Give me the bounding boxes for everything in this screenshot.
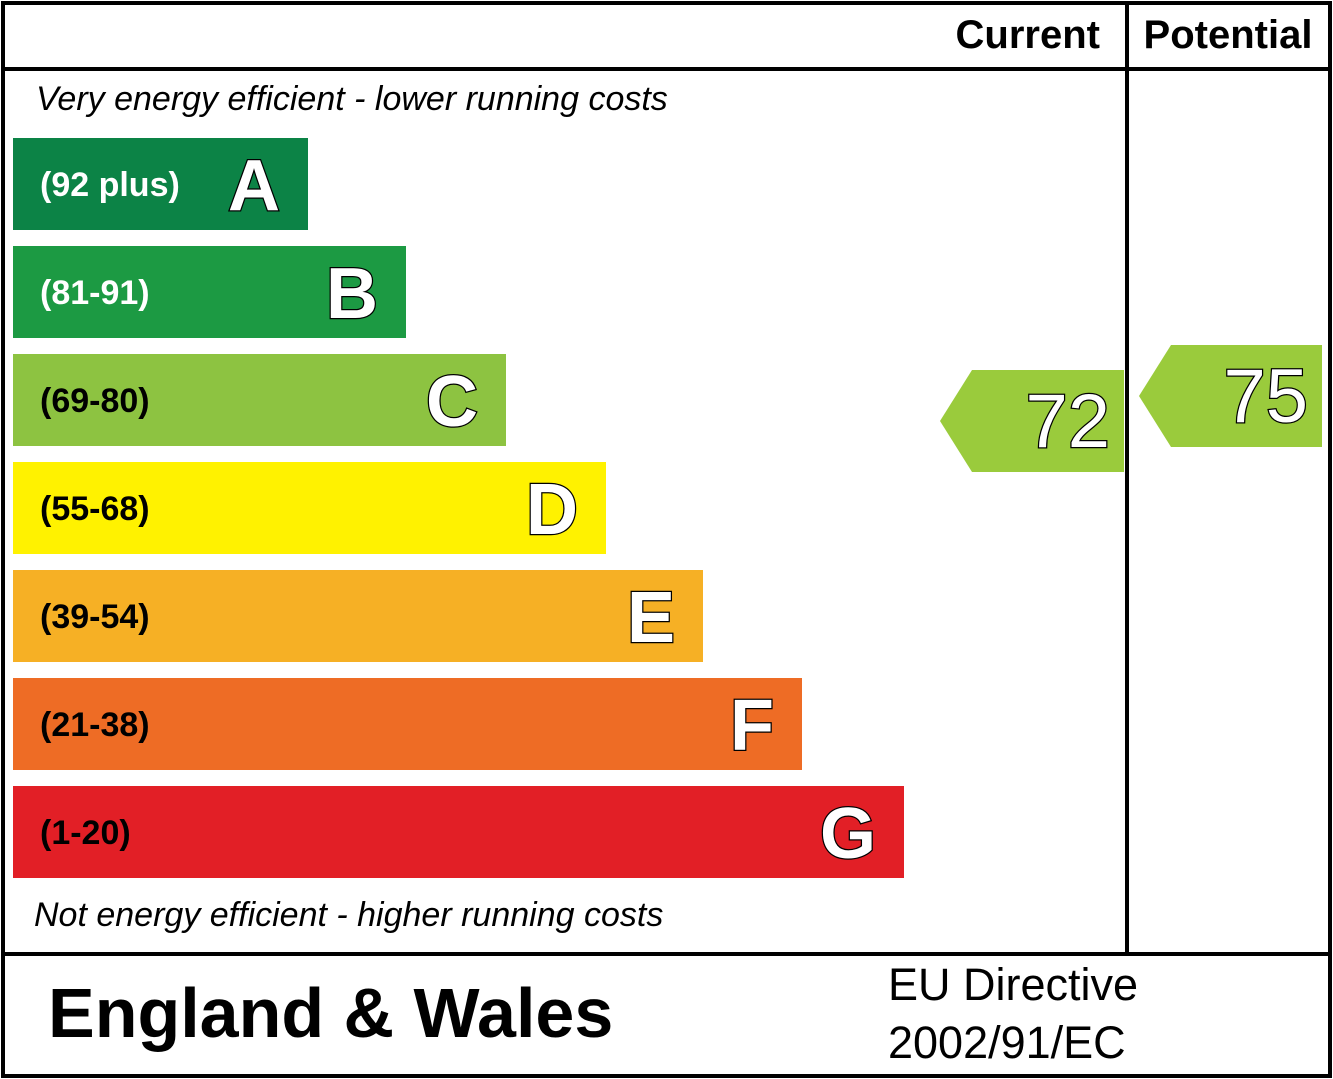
band-range-f: (21-38) (40, 706, 150, 744)
potential-rating-value: 75 (1223, 354, 1308, 439)
band-letter-d: D (526, 470, 578, 550)
potential-column-header: Potential (1144, 13, 1313, 57)
current-rating-arrow (940, 370, 1124, 472)
directive-line-2: 2002/91/EC (888, 1017, 1126, 1068)
band-range-g: (1-20) (40, 814, 131, 852)
band-bar-e (13, 570, 703, 662)
band-letter-a: A (228, 146, 280, 226)
top-efficiency-note: Very energy efficient - lower running co… (36, 80, 668, 118)
band-range-d: (55-68) (40, 490, 150, 528)
band-range-e: (39-54) (40, 598, 150, 636)
band-bar-b (13, 246, 406, 338)
directive-line-1: EU Directive (888, 959, 1138, 1010)
band-letter-b: B (326, 254, 378, 334)
bottom-efficiency-note: Not energy efficient - higher running co… (34, 896, 663, 934)
band-range-a: (92 plus) (40, 166, 180, 204)
current-column-header: Current (956, 13, 1100, 57)
rating-bands: (92 plus) A (81-91) B (69-80) C (55-68) D (39-54… (13, 138, 904, 878)
band-letter-g: G (820, 794, 876, 874)
band-range-b: (81-91) (40, 274, 150, 312)
band-bar-a (13, 138, 308, 230)
band-bar-c (13, 354, 506, 446)
band-letter-e: E (627, 578, 675, 658)
potential-rating-arrow (1139, 345, 1322, 447)
band-bar-d (13, 462, 606, 554)
band-letter-f: F (730, 686, 774, 766)
band-bar-f (13, 678, 802, 770)
band-range-c: (69-80) (40, 382, 150, 420)
current-rating-value: 72 (1025, 379, 1110, 464)
rating-arrows: 72 75 (940, 345, 1322, 472)
region-label: England & Wales (48, 974, 613, 1052)
band-bar-g (13, 786, 904, 878)
band-letter-c: C (426, 362, 478, 442)
